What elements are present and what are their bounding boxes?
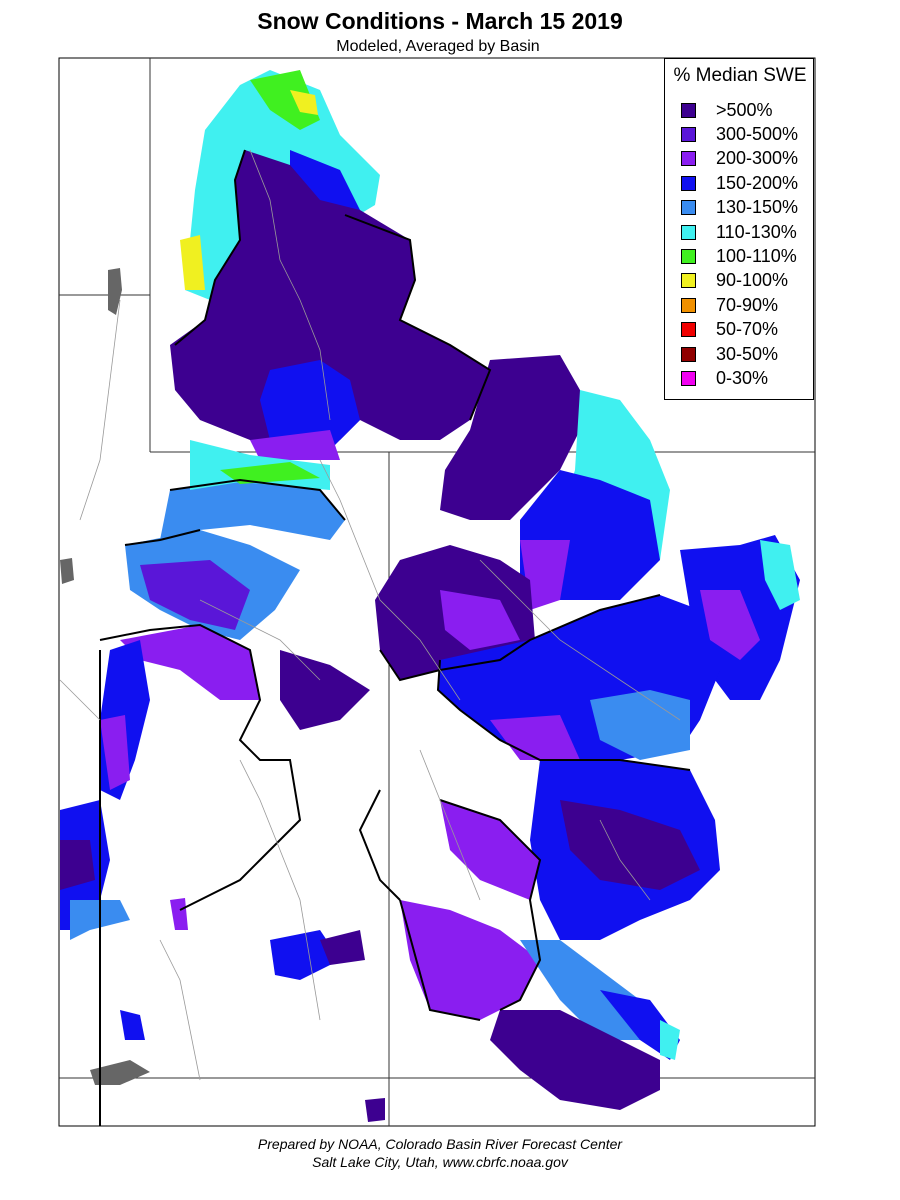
region-farEast-purple [700, 590, 760, 660]
legend-label: 90-100% [716, 270, 789, 291]
legend-swatch [681, 322, 696, 338]
region-south-scatter-4 [120, 1010, 145, 1040]
region-wStrip2-dark [60, 840, 95, 890]
legend-item: 300-500% [681, 123, 798, 145]
legend-label: 100-110% [716, 245, 797, 266]
legend-label: 30-50% [716, 343, 779, 364]
region-north-yellow [290, 90, 318, 115]
legend-title: % Median SWE [673, 65, 807, 86]
legend-swatch [681, 370, 696, 386]
legend-item: 130-150% [681, 197, 798, 219]
region-east-dark [440, 355, 580, 520]
legend-item: 90-100% [681, 270, 788, 292]
legend-swatch [681, 273, 696, 289]
legend-swatch [681, 248, 696, 264]
region-south-lightblue [590, 690, 690, 760]
legend-item: 150-200% [681, 172, 798, 194]
legend-label: >500% [716, 99, 773, 120]
streams [59, 149, 681, 1081]
legend-label: 300-500% [716, 123, 799, 144]
legend-label: 50-70% [716, 319, 779, 340]
region-central-purple [250, 430, 340, 460]
legend-swatch [681, 297, 696, 313]
legend-item: >500% [681, 99, 773, 121]
legend-label: 70-90% [716, 294, 779, 315]
legend-item: 30-50% [681, 343, 778, 365]
legend-swatch [681, 346, 696, 362]
region-central-blue [260, 360, 360, 450]
legend-item: 100-110% [681, 245, 797, 267]
region-south-scatter-2 [320, 930, 365, 965]
region-south-scatter-3 [365, 1098, 385, 1122]
snow-regions [60, 70, 800, 1122]
legend-swatch [681, 175, 696, 191]
region-west-purple [120, 625, 260, 700]
region-west-dark [140, 560, 250, 630]
legend-swatch [681, 151, 696, 167]
region-sj-dark [490, 1010, 660, 1110]
legend-item: 70-90% [681, 294, 778, 316]
region-sj-cyan [660, 1020, 680, 1060]
region-band-green [220, 462, 320, 484]
region-south-scatter-5 [170, 898, 188, 930]
legend-label: 200-300% [716, 148, 799, 169]
region-central-dark [170, 150, 490, 450]
legend-item: 0-30% [681, 367, 768, 389]
legend-label: 130-150% [716, 197, 799, 218]
legend-swatch [681, 102, 696, 118]
legend-swatch [681, 200, 696, 216]
footer-line-1: Prepared by NOAA, Colorado Basin River F… [257, 1136, 623, 1152]
map-subtitle: Modeled, Averaged by Basin [336, 38, 540, 55]
region-sj-purple [400, 900, 540, 1020]
region-south-purple [490, 715, 580, 760]
basin-boundaries [99, 149, 691, 1126]
lakes [60, 268, 150, 1085]
legend-swatch [681, 126, 696, 142]
region-se-purple [440, 800, 540, 900]
legend-label: 150-200% [716, 172, 799, 193]
region-wStrip-purple [100, 715, 130, 790]
legend-label: 0-30% [716, 367, 769, 388]
region-west-yellow [180, 235, 205, 290]
footer-line-2: Salt Lake City, Utah, www.cbrfc.noaa.gov [312, 1154, 568, 1170]
region-band-lightblue [160, 480, 345, 540]
region-farEast-cyan [760, 540, 800, 610]
region-north-green [250, 70, 320, 130]
region-south-scatter-6 [280, 650, 370, 730]
map-title: Snow Conditions - March 15 2019 [257, 8, 623, 34]
region-east-purple [520, 540, 570, 610]
legend-item: 50-70% [681, 319, 778, 341]
region-se-dark [560, 800, 700, 890]
legend-swatch [681, 224, 696, 240]
legend-item: 200-300% [681, 148, 798, 170]
legend-label: 110-130% [716, 221, 797, 242]
legend: % Median SWE >500% 300-500% 200-300% 150-20… [664, 58, 814, 400]
legend-item: 110-130% [681, 221, 797, 243]
region-mid-purple [440, 590, 520, 650]
